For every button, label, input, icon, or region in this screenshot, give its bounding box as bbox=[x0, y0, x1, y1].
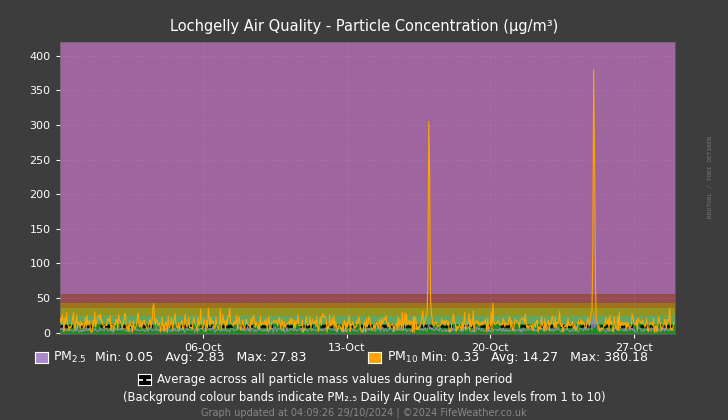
Bar bbox=[60, 39, 675, 294]
Text: PM$_{10}$: PM$_{10}$ bbox=[387, 350, 419, 365]
Text: RRDTOOL / TOBI OETIKER: RRDTOOL / TOBI OETIKER bbox=[708, 135, 712, 218]
Text: Average across all particle mass values during graph period: Average across all particle mass values … bbox=[157, 373, 512, 386]
Text: Min: 0.33   Avg: 14.27   Max: 380.18: Min: 0.33 Avg: 14.27 Max: 380.18 bbox=[421, 351, 648, 364]
Bar bbox=[60, 316, 675, 324]
Text: Lochgelly Air Quality - Particle Concentration (μg/m³): Lochgelly Air Quality - Particle Concent… bbox=[170, 19, 558, 34]
Text: PM$_{2.5}$: PM$_{2.5}$ bbox=[53, 350, 87, 365]
Text: Graph updated at 04:09:26 29/10/2024 | ©2024 FifeWeather.co.uk: Graph updated at 04:09:26 29/10/2024 | ©… bbox=[201, 407, 527, 417]
Bar bbox=[60, 294, 675, 304]
Bar bbox=[60, 308, 675, 316]
Bar bbox=[60, 324, 675, 334]
Text: Min: 0.05   Avg: 2.83   Max: 27.83: Min: 0.05 Avg: 2.83 Max: 27.83 bbox=[95, 351, 306, 364]
Text: (Background colour bands indicate PM₂.₅ Daily Air Quality Index levels from 1 to: (Background colour bands indicate PM₂.₅ … bbox=[123, 391, 605, 404]
Bar bbox=[60, 304, 675, 308]
